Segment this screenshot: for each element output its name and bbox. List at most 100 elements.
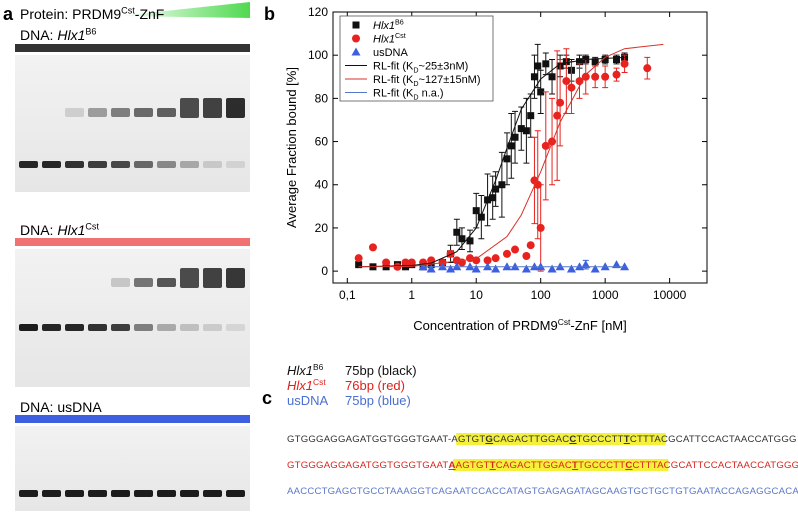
data-point: [491, 254, 500, 263]
highlight: [491, 433, 500, 445]
text-part: Hlx1: [57, 27, 85, 43]
seq-length: 75bp (blue): [345, 393, 411, 408]
seq-length: 75bp (black): [345, 363, 417, 378]
data-point: [567, 83, 576, 92]
gel-band: [134, 278, 153, 287]
gel-band: [42, 490, 61, 497]
data-point: [522, 252, 531, 261]
sequence-part: A: [448, 460, 455, 471]
data-point: [354, 254, 363, 263]
gel-band: [226, 98, 245, 118]
text-part: DNA: usDNA: [20, 399, 102, 415]
text-part: n.a.): [419, 88, 444, 100]
sequence-part: GTGGGAGGAGATGGTGGGTGAAT: [287, 460, 448, 471]
text-part: Cst: [313, 377, 326, 387]
data-point: [492, 185, 500, 193]
data-point: [556, 98, 565, 107]
gel-band: [180, 268, 199, 288]
sequence-part: T: [572, 460, 578, 471]
highlight: [580, 459, 587, 471]
sequence-part: CAGACTTGGAC: [496, 460, 572, 471]
text-part: Hlx1: [287, 378, 313, 393]
data-point: [511, 133, 519, 141]
data-point: [472, 207, 480, 215]
sequence: GTGGGAGGAGATGGTGGGTGAAT-AGTGTGCAGACTTGGA…: [287, 434, 797, 445]
gel-band: [88, 161, 107, 168]
x-tick-label: 10: [470, 288, 484, 302]
gel-band: [88, 108, 107, 117]
x-tick-label: 1000: [592, 288, 619, 302]
sequence-part: AGTGT: [456, 460, 490, 471]
gel-band: [203, 490, 222, 497]
sequence-part: C: [625, 460, 632, 471]
data-point: [446, 264, 456, 273]
sequence-part: CTTT: [630, 434, 655, 445]
gel-band: [203, 98, 222, 118]
label: RL-fit (KD n.a.): [373, 88, 444, 102]
data-point: [562, 77, 571, 86]
gel-band: [157, 278, 176, 287]
data-point: [489, 194, 497, 202]
gel-image: [15, 426, 250, 511]
gel-band: [42, 324, 61, 331]
sequence-part: T: [490, 460, 496, 471]
data-point: [382, 258, 391, 267]
highlight: [495, 459, 503, 471]
highlight: [453, 459, 461, 471]
fit-line: [358, 43, 664, 268]
data-point: [526, 241, 535, 250]
text-part: Cst: [395, 32, 406, 40]
highlight: [577, 433, 586, 445]
data-point: [530, 73, 538, 81]
data-point: [507, 142, 515, 150]
text-part: Cst: [85, 221, 99, 231]
text-part: -ZnF: [135, 6, 165, 22]
gel-band: [19, 324, 38, 331]
text-part: Concentration of PRDM9: [413, 318, 558, 333]
sequence: GTGGGAGGAGATGGTGGGTGAATAAGTGTTCAGACTTGGA…: [287, 460, 798, 471]
gel-band: [157, 161, 176, 168]
data-point: [471, 264, 481, 273]
protein-wedge: [118, 2, 250, 18]
x-tick-label: 10000: [653, 288, 687, 302]
data-point: [458, 235, 466, 243]
sequence-part: CAGACTTGGAC: [493, 434, 569, 445]
text-part: Hlx1: [373, 34, 395, 46]
sequence-part: ACGCATTCCACTAACCATGGG: [654, 434, 796, 445]
text-part: B6: [395, 19, 404, 27]
data-point: [401, 258, 410, 267]
data-point: [522, 127, 530, 135]
dna-bar: [15, 415, 250, 423]
data-point: [553, 111, 562, 120]
text-part: ~25±3nM): [419, 61, 469, 73]
data-point: [612, 70, 621, 79]
y-tick-label: 80: [315, 91, 329, 105]
text-part: RL-fit (K: [373, 61, 414, 73]
fit-line: [358, 56, 625, 268]
sequence-part: TGCCCTT: [577, 434, 624, 445]
label: Hlx1Cst: [287, 377, 326, 393]
label: Concentration of PRDM9Cst-ZnF [nM]: [413, 317, 627, 333]
y-tick-label: 60: [315, 135, 329, 149]
sequence-part: C: [569, 434, 576, 445]
data-point: [407, 258, 416, 267]
sequence-part: T: [624, 434, 630, 445]
sequence-part: G: [485, 434, 493, 445]
label: RL-fit (KD~25±3nM): [373, 61, 468, 75]
x-tick-label: 0,1: [339, 288, 356, 302]
data-point: [527, 112, 535, 120]
gel-image: [15, 55, 250, 192]
label: Hlx1B6: [287, 362, 324, 378]
data-point: [566, 264, 576, 273]
gel-band: [134, 324, 153, 331]
text-part: Hlx1: [287, 363, 313, 378]
gel-band: [203, 268, 222, 288]
data-point: [643, 64, 652, 73]
gel-band: [111, 278, 130, 287]
gel-band: [226, 161, 245, 168]
data-point: [368, 243, 377, 252]
text-part: D: [413, 66, 418, 74]
data-point: [446, 249, 455, 258]
label: Hlx1Cst: [373, 32, 406, 45]
y-tick-label: 20: [315, 221, 329, 235]
